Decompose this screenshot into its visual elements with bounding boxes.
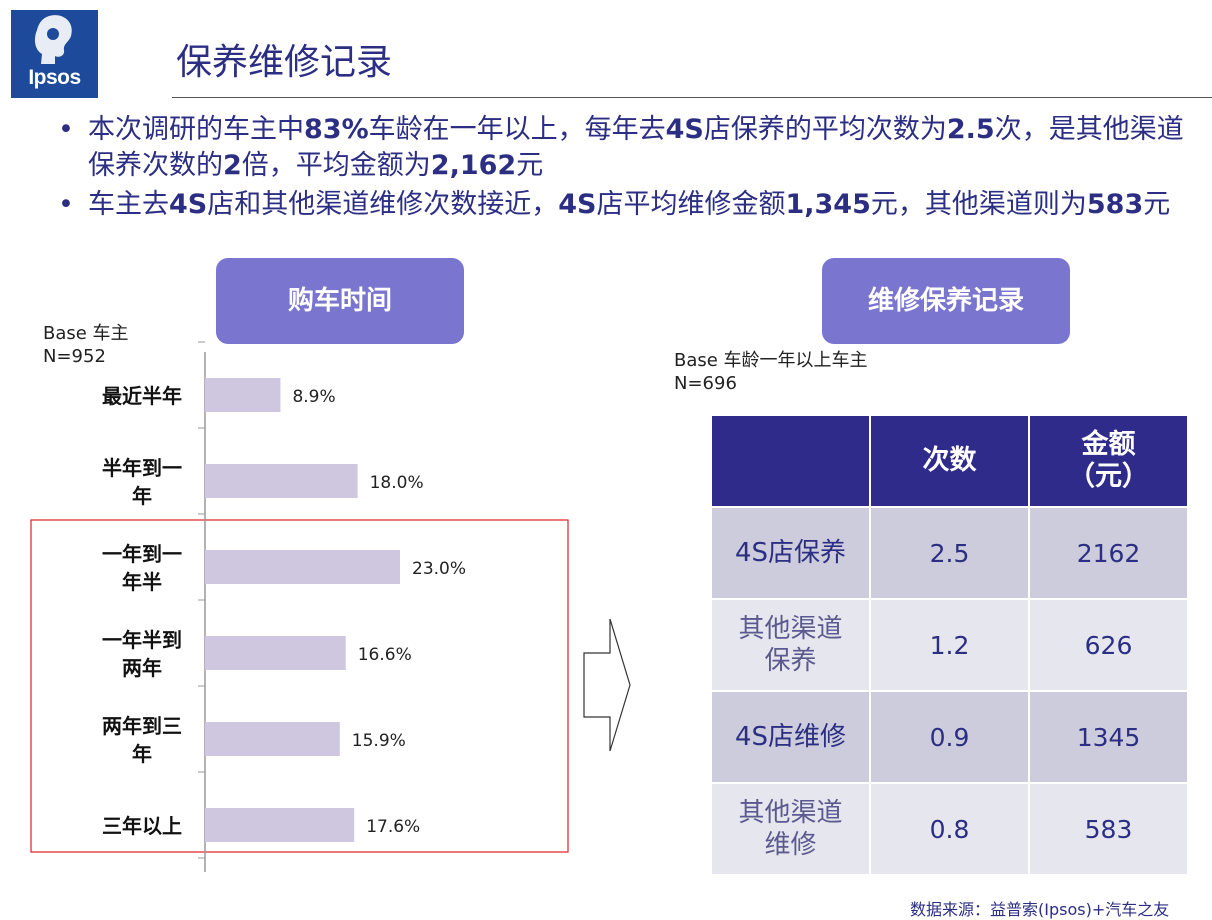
data-source-note: 数据来源：益普索(Ipsos)+汽车之友 <box>910 900 1170 919</box>
category-label: 两年到三 <box>102 714 182 738</box>
page-title: 保养维修记录 <box>176 42 393 83</box>
bar <box>205 378 281 412</box>
category-label: 三年以上 <box>102 814 182 838</box>
highlight-frame <box>30 519 569 853</box>
logo-text: Ipsos <box>28 66 81 89</box>
bullet-text: 本次调研的车主中83%车龄在一年以上，每年去4S店保养的平均次数为2.5次，是其… <box>88 114 1184 181</box>
category-label: 最近半年 <box>102 384 182 408</box>
bullet-point: • 本次调研的车主中83%车龄在一年以上，每年去4S店保养的平均次数为2.5次，… <box>58 112 1208 184</box>
logo-head-icon <box>34 15 72 64</box>
bullet-number: 1,345 <box>785 189 871 220</box>
bar <box>205 550 400 584</box>
row-label: 其他渠道 维修 <box>712 784 871 876</box>
amount-cell: 583 <box>1030 784 1189 876</box>
amount-cell: 1345 <box>1030 692 1189 784</box>
row-label: 4S店维修 <box>712 692 871 784</box>
bar-value-label: 18.0% <box>370 473 424 493</box>
table-row: 4S店保养 2.5 2162 <box>712 508 1189 600</box>
bullet-number: 583 <box>1086 189 1144 220</box>
table-row: 其他渠道 保养 1.2 626 <box>712 600 1189 692</box>
category-label: 年半 <box>122 570 162 594</box>
count-cell: 0.9 <box>871 692 1030 784</box>
bar-value-label: 17.6% <box>366 817 420 837</box>
row-label: 4S店保养 <box>712 508 871 600</box>
bar <box>205 808 355 842</box>
category-label: 一年半到 <box>102 628 182 652</box>
purchase-time-label: 购车时间 <box>216 258 464 344</box>
bullet-number: 4S <box>169 189 208 220</box>
right-arrow-icon <box>583 618 631 752</box>
bar-value-label: 23.0% <box>412 559 466 579</box>
bullet-number: 4S <box>558 189 597 220</box>
bar-value-label: 16.6% <box>358 645 412 665</box>
category-label: 两年 <box>122 656 162 680</box>
title-divider <box>172 97 1212 98</box>
base-line: Base 车主 <box>43 323 129 344</box>
table-row: 其他渠道 维修 0.8 583 <box>712 784 1189 876</box>
bullet-dot-icon: • <box>58 189 74 220</box>
bullet-text: 车主去4S店和其他渠道维修次数接近，4S店平均维修金额1,345元，其他渠道则为… <box>88 189 1171 220</box>
table-row: 4S店维修 0.9 1345 <box>712 692 1189 784</box>
bullet-number: 83% <box>304 114 369 145</box>
category-label: 年 <box>132 484 152 508</box>
count-cell: 1.2 <box>871 600 1030 692</box>
row-label: 其他渠道 保养 <box>712 600 871 692</box>
base-line: Base 车龄一年以上车主 <box>674 350 868 371</box>
base-count: N=696 <box>674 373 737 394</box>
count-cell: 2.5 <box>871 508 1030 600</box>
maintenance-table: 次数 金额 （元） 4S店保养 2.5 2162 其他渠道 保养 1.2 626 4… <box>712 416 1189 876</box>
bullet-number: 4S <box>665 114 704 145</box>
bullet-point: • 车主去4S店和其他渠道维修次数接近，4S店平均维修金额1,345元，其他渠道… <box>58 187 1208 223</box>
count-cell: 0.8 <box>871 784 1030 876</box>
bullet-number: 2.5 <box>946 114 995 145</box>
bullet-dot-icon: • <box>58 114 74 145</box>
bullet-number: 2 <box>223 150 242 181</box>
bullet-number: 2,162 <box>430 150 517 181</box>
bar <box>205 722 340 756</box>
bar <box>205 636 346 670</box>
category-label: 年 <box>132 742 152 766</box>
bar-value-label: 15.9% <box>352 731 406 751</box>
amount-cell: 626 <box>1030 600 1189 692</box>
base-count: N=952 <box>43 346 106 367</box>
category-label: 一年到一 <box>102 542 182 566</box>
bar <box>205 464 358 498</box>
bar-value-label: 8.9% <box>292 387 335 407</box>
category-label: 半年到一 <box>102 456 182 480</box>
right-base-note: Base 车龄一年以上车主 N=696 <box>674 349 868 395</box>
table-header-cell: 金额 （元） <box>1030 416 1189 508</box>
table-header-row: 次数 金额 （元） <box>712 416 1189 508</box>
table-header-cell <box>712 416 871 508</box>
ipsos-logo: Ipsos <box>11 10 98 98</box>
left-base-note: Base 车主 N=952 <box>43 322 129 368</box>
table-header-cell: 次数 <box>871 416 1030 508</box>
amount-cell: 2162 <box>1030 508 1189 600</box>
maintenance-record-label: 维修保养记录 <box>822 258 1070 344</box>
